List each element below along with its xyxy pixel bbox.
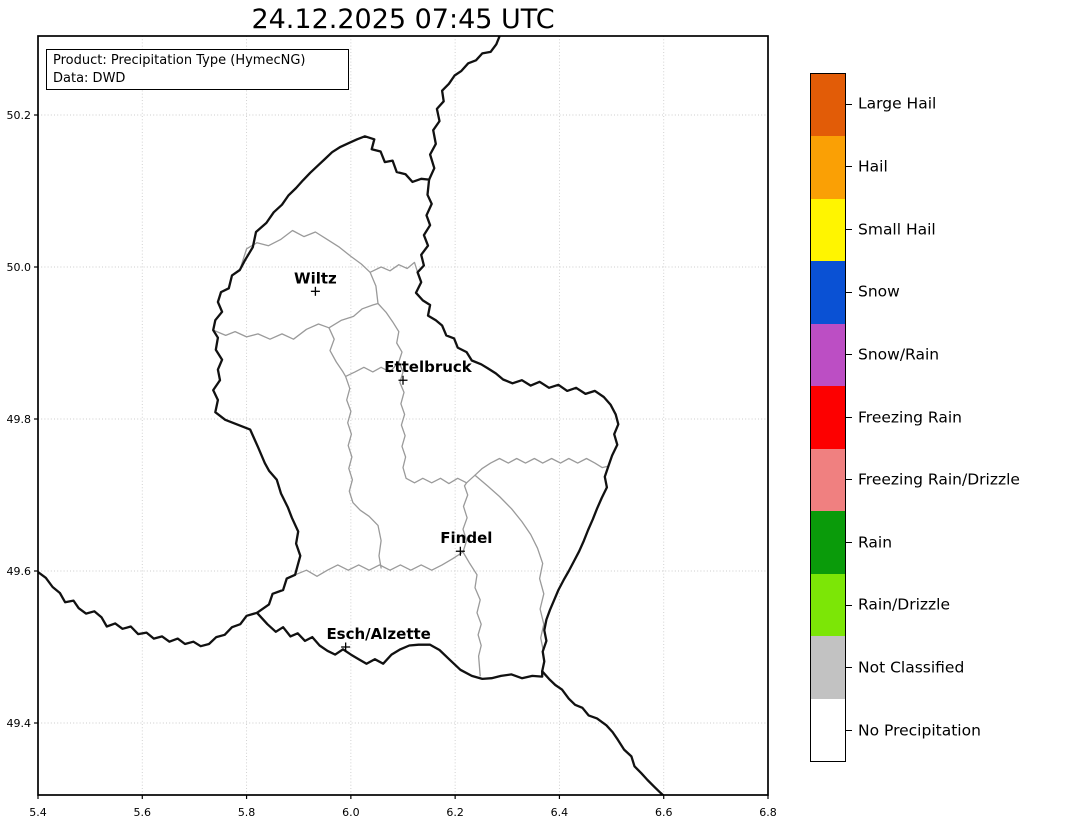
legend-swatch-not-classified	[811, 636, 845, 698]
legend-label-snow: Snow	[858, 283, 900, 301]
legend-tick-mark	[846, 104, 852, 105]
country-border-luxembourg	[213, 136, 618, 679]
legend-tick-mark	[846, 417, 852, 418]
legend-swatch-freezing-rain	[811, 386, 845, 448]
product-line: Product: Precipitation Type (HymecNG)	[53, 52, 348, 70]
canton-border	[463, 552, 481, 676]
legend-swatch-no-precipitation	[811, 699, 845, 761]
legend-swatch-rain-drizzle	[811, 574, 845, 636]
legend-label-rain-drizzle: Rain/Drizzle	[858, 596, 950, 614]
legend-label-small-hail: Small Hail	[858, 220, 936, 238]
country-border-belgium-germany	[429, 31, 501, 179]
x-tick-label: 5.8	[238, 806, 256, 819]
canton-border	[329, 328, 381, 568]
y-tick-label: 49.8	[7, 413, 32, 426]
grid-lines	[38, 36, 768, 795]
legend-swatch-rain	[811, 511, 845, 573]
x-tick-label: 5.6	[134, 806, 152, 819]
city-label: Ettelbruck	[384, 358, 473, 376]
x-tick-label: 6.6	[655, 806, 673, 819]
axis-ticks	[34, 115, 768, 799]
legend-tick-mark	[846, 542, 852, 543]
country-border-france-germany	[542, 671, 669, 800]
legend-swatch-snow	[811, 261, 845, 323]
plot-frame	[38, 36, 768, 795]
legend-label-not-classified: Not Classified	[858, 659, 964, 677]
legend-swatch-small-hail	[811, 199, 845, 261]
y-tick-label: 49.6	[7, 565, 32, 578]
x-tick-label: 6.8	[759, 806, 777, 819]
canton-border	[475, 475, 544, 651]
legend-tick-mark	[846, 292, 852, 293]
city-label: Findel	[440, 529, 492, 547]
legend-tick-mark	[846, 479, 852, 480]
city-label: Esch/Alzette	[326, 625, 430, 643]
product-info-box: Product: Precipitation Type (HymecNG) Da…	[46, 49, 349, 90]
legend-tick-mark	[846, 667, 852, 668]
x-tick-label: 6.0	[342, 806, 360, 819]
precipitation-type-colorbar	[810, 73, 846, 762]
y-tick-label: 50.0	[7, 261, 32, 274]
legend-label-no-precipitation: No Precipitation	[858, 721, 981, 739]
city-wiltz: Wiltz	[294, 269, 337, 296]
legend-tick-mark	[846, 605, 852, 606]
canton-border	[378, 304, 608, 484]
city-esch-alzette: Esch/Alzette	[326, 625, 430, 652]
city-ettelbruck: Ettelbruck	[384, 358, 473, 385]
y-tick-label: 50.2	[7, 109, 32, 122]
legend-label-rain: Rain	[858, 533, 892, 551]
legend-tick-mark	[846, 229, 852, 230]
legend-tick-mark	[846, 354, 852, 355]
legend-label-snow-rain: Snow/Rain	[858, 345, 939, 363]
city-findel: Findel	[440, 529, 492, 556]
legend-swatch-hail	[811, 136, 845, 198]
precipitation-type-map-page: 24.12.2025 07:45 UTC 5.45.65.86.06.26.46…	[0, 0, 1072, 828]
legend-label-freezing-rain: Freezing Rain	[858, 408, 962, 426]
y-tick-label: 49.4	[7, 717, 32, 730]
x-tick-label: 5.4	[29, 806, 47, 819]
legend-tick-mark	[846, 730, 852, 731]
data-source-line: Data: DWD	[53, 70, 348, 88]
legend-label-large-hail: Large Hail	[858, 95, 936, 113]
city-label: Wiltz	[294, 269, 337, 287]
legend-swatch-large-hail	[811, 74, 845, 136]
legend-tick-mark	[846, 166, 852, 167]
legend-label-freezing-rain-drizzle: Freezing Rain/Drizzle	[858, 471, 1020, 489]
x-tick-label: 6.4	[551, 806, 569, 819]
x-tick-label: 6.2	[446, 806, 464, 819]
country-border-france-belgium	[35, 570, 257, 646]
legend-swatch-freezing-rain-drizzle	[811, 449, 845, 511]
legend-label-hail: Hail	[858, 158, 888, 176]
legend-swatch-snow-rain	[811, 324, 845, 386]
